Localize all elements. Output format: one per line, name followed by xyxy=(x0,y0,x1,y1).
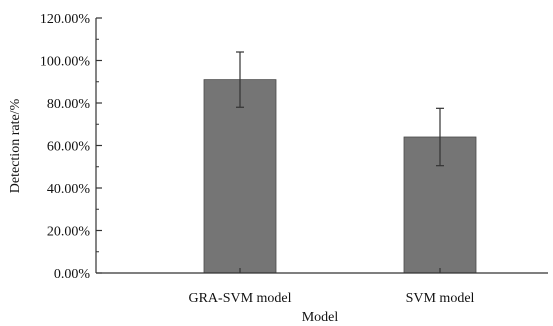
x-tick-label: SVM model xyxy=(406,291,475,306)
y-tick-label: 60.00% xyxy=(47,140,91,155)
x-axis-title: Model xyxy=(302,310,339,325)
y-tick-label: 80.00% xyxy=(47,97,91,112)
y-tick-label: 120.00% xyxy=(40,12,91,27)
x-ticks-group: GRA-SVM model SVM model xyxy=(188,268,475,306)
x-tick-label: GRA-SVM model xyxy=(188,291,291,306)
y-tick-label: 40.00% xyxy=(47,182,91,197)
y-tick-label: 20.00% xyxy=(47,225,91,240)
bar xyxy=(203,79,277,274)
plot-area: 0.00% 20.00% 40.00% 60.00% 80.00% 100.00% 120.… xyxy=(40,12,548,306)
bars-group xyxy=(203,79,477,274)
error-bars-group xyxy=(236,51,444,167)
y-tick-label: 100.00% xyxy=(40,55,91,70)
y-tick-label: 0.00% xyxy=(54,267,91,282)
y-ticks-group: 0.00% 20.00% 40.00% 60.00% 80.00% 100.00% 120.… xyxy=(40,12,102,282)
y-axis-title: Detection rate/% xyxy=(8,98,23,193)
